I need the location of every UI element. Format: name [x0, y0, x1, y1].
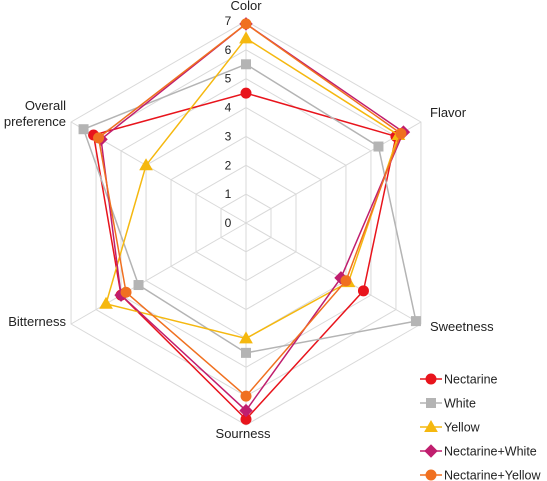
legend-item-nectarine-white: Nectarine+White	[420, 444, 537, 459]
tick-label-7: 7	[225, 14, 232, 28]
data-point-nectarine-white-sourness	[239, 403, 253, 418]
data-point-white-color	[241, 59, 251, 70]
data-point-yellow-sourness	[239, 331, 253, 344]
spoke-sweetness	[245, 222, 422, 325]
tick-label-3: 3	[225, 129, 232, 143]
legend-item-white: White	[420, 397, 476, 411]
data-point-nectarine-yellow-overall-preference	[93, 132, 105, 144]
tick-label-2: 2	[225, 158, 232, 172]
data-point-nectarine-yellow-color	[240, 18, 252, 30]
data-point-white-flavor	[373, 141, 384, 152]
legend-marker-nectarine-white	[424, 444, 438, 458]
axis-label-flavor: Flavor	[430, 105, 467, 120]
series-nectarine	[88, 87, 402, 425]
tick-label-4: 4	[225, 101, 232, 115]
series-nectarine-yellow	[93, 18, 407, 402]
spoke-bitterness	[70, 222, 247, 325]
data-point-nectarine-yellow-flavor	[395, 128, 407, 140]
legend-marker-nectarine	[425, 373, 437, 385]
legend: Nectarine White Yellow Nectarine+White Necta…	[420, 373, 541, 481]
axis-label-bitterness: Bitterness	[8, 314, 66, 329]
legend-marker-nectarine-yellow	[425, 469, 437, 481]
legend-label-white: White	[444, 397, 476, 411]
data-point-white-overall-preference	[78, 124, 89, 135]
series-white	[78, 59, 421, 358]
data-point-nectarine-yellow-sourness	[240, 390, 252, 402]
axis-label-sweetness: Sweetness	[430, 319, 494, 334]
legend-label-nectarine-yellow: Nectarine+Yellow	[444, 469, 541, 481]
data-point-yellow-color	[239, 31, 253, 44]
legend-item-yellow: Yellow	[420, 419, 481, 435]
data-point-nectarine-yellow-bitterness	[120, 286, 132, 298]
data-point-nectarine-sweetness	[357, 285, 369, 297]
data-point-yellow-bitterness	[99, 296, 113, 309]
axis-label-overall-preference: Overall preference	[4, 98, 66, 129]
tick-label-6: 6	[225, 43, 232, 57]
legend-label-nectarine: Nectarine	[444, 373, 498, 387]
series-nectarine-white	[94, 17, 411, 418]
axis-label-sourness: Sourness	[216, 426, 271, 441]
legend-item-nectarine: Nectarine	[420, 373, 498, 387]
legend-label-nectarine-white: Nectarine+White	[444, 445, 537, 459]
data-point-nectarine-yellow-sweetness	[340, 275, 352, 287]
radar-series	[78, 17, 421, 425]
radar-tick-labels: 0 1 2 3 4 5 6 7	[225, 14, 232, 230]
data-point-nectarine-color	[240, 87, 252, 99]
data-point-white-bitterness	[133, 280, 144, 291]
data-point-yellow-overall-preference	[139, 158, 153, 171]
data-point-white-sweetness	[410, 316, 421, 327]
data-point-white-sourness	[241, 347, 251, 358]
tick-label-1: 1	[225, 187, 232, 201]
legend-label-yellow: Yellow	[444, 421, 481, 435]
radar-axis-labels: Color Flavor Sweetness Sourness Bitterness Ov…	[4, 0, 494, 441]
axis-label-color: Color	[230, 0, 262, 13]
tick-label-5: 5	[225, 72, 232, 86]
legend-marker-white	[426, 398, 436, 408]
legend-marker-yellow	[424, 419, 438, 432]
legend-item-nectarine-yellow: Nectarine+Yellow	[420, 469, 541, 481]
tick-label-0: 0	[225, 216, 232, 230]
